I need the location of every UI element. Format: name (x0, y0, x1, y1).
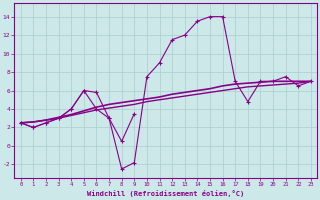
X-axis label: Windchill (Refroidissement éolien,°C): Windchill (Refroidissement éolien,°C) (87, 190, 244, 197)
